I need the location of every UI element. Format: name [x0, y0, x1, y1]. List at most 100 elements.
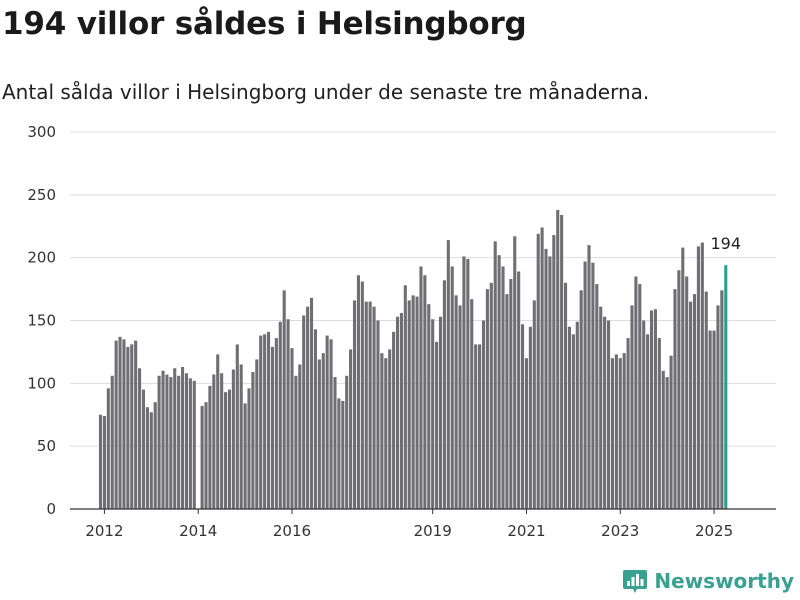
bar — [337, 398, 341, 509]
bar — [587, 245, 591, 509]
bar — [556, 209, 560, 509]
bar — [685, 276, 689, 509]
bar — [98, 414, 103, 509]
bar — [462, 256, 466, 509]
bar — [603, 316, 607, 509]
bar — [560, 214, 564, 509]
highlight-bar — [724, 265, 728, 509]
bar — [669, 355, 673, 509]
bar — [388, 349, 392, 509]
bar — [646, 334, 650, 509]
bar — [333, 377, 337, 509]
bar — [708, 330, 712, 509]
bar — [364, 301, 368, 509]
bar — [173, 368, 177, 509]
bar — [188, 378, 192, 509]
bar — [657, 338, 661, 509]
bar — [106, 388, 110, 509]
bar — [145, 407, 149, 509]
bar — [513, 236, 517, 510]
bar — [392, 331, 396, 509]
bar — [544, 248, 548, 509]
bar — [239, 364, 243, 509]
bar — [610, 358, 614, 509]
bar — [474, 344, 478, 509]
bar — [583, 261, 587, 509]
bar — [278, 321, 282, 509]
bar — [540, 227, 544, 509]
bar — [138, 368, 142, 509]
bar — [571, 334, 575, 509]
bar — [298, 364, 302, 509]
bar — [614, 354, 618, 509]
bar — [532, 300, 536, 509]
bar — [141, 389, 146, 509]
bar — [478, 344, 482, 509]
x-axis: 2012 2014 2016 2019 2021 2023 2025 — [70, 508, 776, 540]
x-tick-label: 2012 — [85, 522, 123, 540]
y-tick-label: 150 — [27, 312, 56, 330]
bar — [595, 284, 599, 509]
bar — [118, 336, 122, 509]
bar — [700, 242, 704, 509]
bar — [181, 367, 185, 509]
bar — [341, 400, 345, 509]
bar — [415, 296, 419, 509]
newsworthy-logo-icon — [623, 570, 648, 593]
bar — [696, 246, 700, 510]
bar — [208, 385, 212, 509]
bar — [122, 339, 126, 509]
bar — [606, 320, 611, 509]
bar — [153, 402, 157, 509]
bar — [673, 289, 677, 509]
bar — [466, 258, 470, 509]
bar — [435, 341, 439, 509]
bar — [704, 291, 708, 509]
bar — [638, 284, 642, 509]
x-tick-label: 2019 — [414, 522, 452, 540]
bar — [579, 290, 583, 509]
bar — [493, 241, 497, 509]
bar — [329, 339, 333, 509]
bar — [216, 354, 220, 509]
y-tick-label: 50 — [37, 437, 56, 455]
bar-series — [98, 209, 728, 510]
bar — [599, 306, 603, 509]
y-tick-label: 300 — [27, 123, 56, 141]
x-tick-label: 2014 — [179, 522, 217, 540]
bar — [235, 344, 239, 509]
bar — [325, 335, 329, 509]
bar — [431, 319, 435, 509]
bar — [372, 306, 376, 509]
bar — [321, 353, 325, 509]
bar — [450, 266, 454, 509]
bar — [255, 359, 259, 509]
bar — [564, 282, 568, 509]
brand-name: Newsworthy — [654, 569, 794, 593]
bar — [395, 316, 400, 509]
bar — [716, 305, 720, 509]
bar — [442, 280, 446, 509]
bar — [356, 275, 360, 509]
bar — [653, 309, 657, 509]
bar — [294, 375, 298, 509]
bar — [661, 370, 665, 509]
bar — [266, 331, 271, 509]
y-tick-label: 100 — [27, 374, 56, 392]
bar — [407, 300, 411, 509]
page-title: 194 villor såldes i Helsingborg — [2, 6, 527, 42]
bar — [626, 338, 630, 509]
bar — [368, 301, 372, 509]
bar — [591, 262, 595, 509]
bar — [270, 346, 274, 509]
bar — [489, 282, 493, 509]
bar — [446, 240, 450, 509]
bar — [481, 320, 486, 509]
bar — [681, 247, 685, 510]
bar — [517, 271, 521, 509]
x-tick-label: 2023 — [601, 522, 639, 540]
bar — [274, 338, 278, 509]
bar — [528, 326, 532, 509]
brand-logo: Newsworthy — [622, 568, 794, 594]
